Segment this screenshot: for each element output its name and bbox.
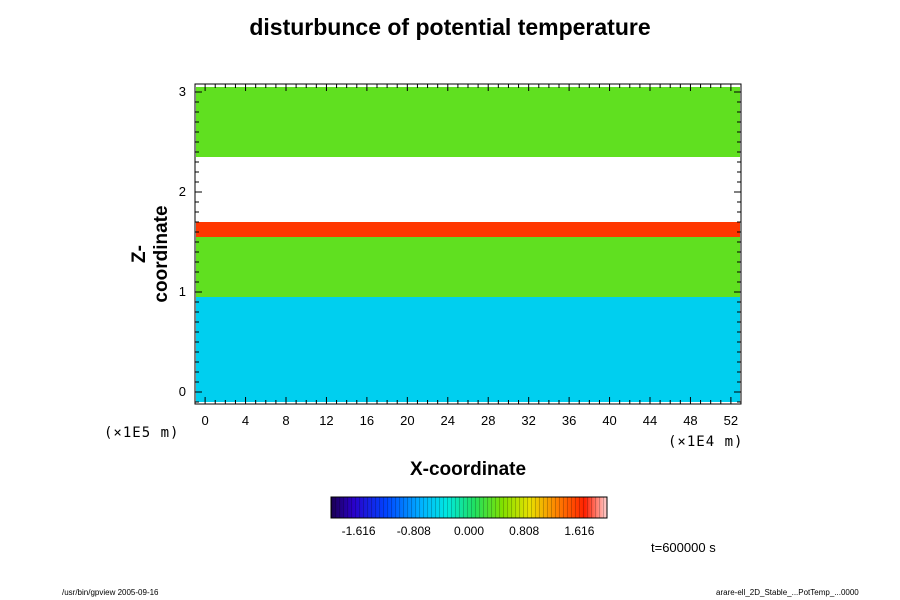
x-unit-label: (×1E4 m) <box>668 434 744 450</box>
x-tick-label: 52 <box>723 413 739 428</box>
y-axis-label: Z-coordinate <box>129 205 172 303</box>
chart-title: disturbunce of potential temperature <box>249 14 651 40</box>
x-tick-label: 24 <box>440 413 455 428</box>
x-tick-label: 20 <box>400 413 415 428</box>
y-tick-label: 0 <box>178 384 186 399</box>
x-tick-label: 16 <box>359 413 375 428</box>
x-tick-label: 40 <box>602 413 617 428</box>
x-tick-label: 28 <box>480 413 496 428</box>
x-tick-label: 0 <box>201 413 209 428</box>
colorbar-tick-label: 0.000 <box>453 524 485 538</box>
x-tick-label: 12 <box>319 413 334 428</box>
plot-area <box>194 83 742 405</box>
colorbar-tick-label: -1.616 <box>341 524 376 538</box>
axis-ticks <box>194 84 742 404</box>
colorbar-frame <box>330 496 608 519</box>
heatmap-band-0 <box>196 297 740 402</box>
footer-left: /usr/bin/gpview 2005-09-16 <box>62 588 159 597</box>
colorbar-steps <box>331 497 607 518</box>
x-tick-label: 44 <box>642 413 658 428</box>
heatmap-band-2 <box>196 222 740 237</box>
colorbar <box>330 496 608 519</box>
y-tick-label: 1 <box>178 284 186 299</box>
colorbar-tick-label: 0.808 <box>509 524 540 538</box>
time-label: t=600000 s <box>651 540 716 555</box>
y-tick-label: 3 <box>178 84 186 99</box>
heatmap-band-4 <box>196 87 740 157</box>
heatmap-band-1 <box>196 237 740 297</box>
x-axis-label: X-coordinate <box>409 459 527 480</box>
colorbar-tick-label: -0.808 <box>396 524 431 538</box>
colorbar-tick-label: 1.616 <box>564 524 595 538</box>
y-tick-label: 2 <box>178 184 186 199</box>
footer-right: arare-ell_2D_Stable_...PotTemp_...0000 <box>716 588 859 597</box>
x-tick-label: 48 <box>683 413 698 428</box>
x-tick-label: 32 <box>521 413 536 428</box>
x-tick-label: 4 <box>241 413 250 428</box>
y-unit-label: (×1E5 m) <box>104 425 180 441</box>
x-tick-label: 8 <box>282 413 290 428</box>
heatmap-band-3 <box>196 157 740 222</box>
x-tick-label: 36 <box>561 413 577 428</box>
